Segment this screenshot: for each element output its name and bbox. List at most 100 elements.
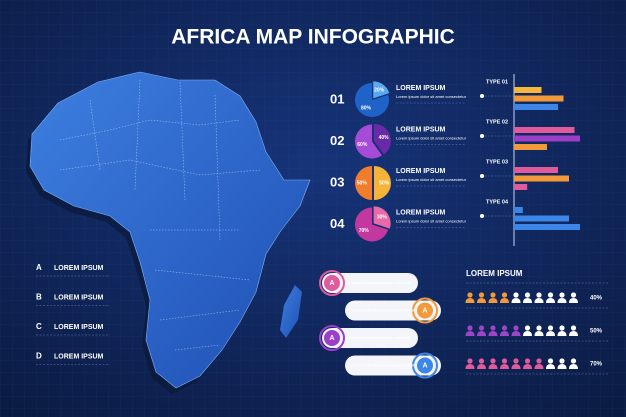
bar <box>514 215 569 222</box>
continent <box>29 71 311 389</box>
people-title: LOREM IPSUM <box>466 269 523 278</box>
bubble-ring <box>319 270 345 296</box>
item-number: 04 <box>330 216 345 231</box>
person-icon <box>534 358 544 369</box>
bubble-icon <box>417 302 433 319</box>
legend-letter: B <box>36 293 42 302</box>
bar <box>514 95 564 102</box>
pie-slice <box>374 166 391 200</box>
person-icon <box>511 292 521 303</box>
bar <box>514 127 575 133</box>
person-icon <box>569 358 578 369</box>
legend-label: LOREM IPSUM <box>54 265 104 272</box>
person-icon <box>534 292 544 303</box>
item-text: Lorem ipsum dolor sit amet consectetur <box>396 94 467 99</box>
pie-slice <box>355 166 372 200</box>
legend-letter: C <box>36 322 42 331</box>
item-number: 03 <box>330 174 344 189</box>
madagascar <box>280 285 302 338</box>
people-label: 50% <box>590 329 603 335</box>
person-icon <box>523 358 532 369</box>
legend-label: LOREM IPSUM <box>54 294 104 301</box>
person-icon <box>488 358 498 369</box>
bar <box>514 175 569 182</box>
bubble-text: Lorem ipsum dolor sit amet consectetur a… <box>346 336 410 340</box>
bar <box>514 224 580 230</box>
pie-label: 50% <box>357 180 368 186</box>
bubble-letter: A <box>422 307 427 314</box>
row-dot <box>480 134 484 138</box>
person-icon <box>465 358 475 369</box>
person-icon <box>500 358 509 369</box>
legend-letter: A <box>36 263 42 272</box>
bubble-text: Lorem ipsum dolor sit amet consectetur a… <box>350 308 414 312</box>
item-label: LOREM IPSUM <box>396 209 446 216</box>
pie-slice <box>373 123 391 155</box>
legend-letter: D <box>36 352 42 361</box>
bubble <box>345 355 441 376</box>
pie-label: 60% <box>357 142 368 148</box>
pie-label: 80% <box>361 106 372 112</box>
title: AFRICA MAP INFOGRAPHIC <box>171 26 455 49</box>
bubble-ring <box>412 352 438 379</box>
person-icon <box>488 325 498 336</box>
item-text: Lorem ipsum dolor sit amet consectetur <box>396 136 467 141</box>
bubble <box>322 328 418 348</box>
bar <box>514 104 558 110</box>
person-icon <box>523 292 532 303</box>
person-icon <box>500 292 509 303</box>
person-icon <box>569 325 578 336</box>
row-dot <box>480 94 484 98</box>
item-number: 01 <box>330 91 344 106</box>
people-label: 40% <box>590 296 603 302</box>
person-icon <box>477 325 486 336</box>
person-icon <box>465 325 475 336</box>
person-icon <box>511 325 521 336</box>
row-dot <box>480 174 484 178</box>
bubble-ring <box>319 325 345 351</box>
pie-label: 30% <box>377 215 388 221</box>
person-icon <box>523 325 532 336</box>
legend-type: TYPE 01 <box>486 79 508 85</box>
bar <box>514 167 558 173</box>
bubble-icon <box>417 357 433 374</box>
person-icon <box>465 292 475 303</box>
person-icon <box>546 292 555 303</box>
bar <box>514 144 547 150</box>
bar <box>514 207 523 213</box>
person-icon <box>557 325 567 336</box>
person-icon <box>557 358 567 369</box>
item-label: LOREM IPSUM <box>396 168 446 175</box>
people-label: 70% <box>590 362 603 368</box>
bar <box>514 184 528 190</box>
person-icon <box>569 292 578 303</box>
bubble-letter: A <box>329 335 334 342</box>
item-label: LOREM IPSUM <box>396 126 446 133</box>
bubble-text: Lorem ipsum dolor sit amet consectetur a… <box>346 281 410 285</box>
pie-label: 50% <box>379 180 390 186</box>
legend-type: TYPE 03 <box>486 159 508 165</box>
person-icon <box>546 358 555 369</box>
bar <box>514 135 580 142</box>
pie-slice <box>355 124 382 159</box>
item-number: 02 <box>330 133 344 148</box>
person-icon <box>557 292 567 303</box>
person-icon <box>488 292 498 303</box>
legend-label: LOREM IPSUM <box>54 353 104 360</box>
bubble <box>345 300 441 321</box>
pie-label: 20% <box>374 87 385 93</box>
item-label: LOREM IPSUM <box>396 85 446 92</box>
pie-label: 40% <box>379 135 390 141</box>
legend-label: LOREM IPSUM <box>54 324 104 331</box>
item-text: Lorem ipsum dolor sit amet consectetur <box>396 219 467 224</box>
pie-label: 70% <box>359 228 370 234</box>
bubble-ring <box>412 297 438 324</box>
person-icon <box>500 325 509 336</box>
person-icon <box>546 325 555 336</box>
africa-map <box>26 71 311 394</box>
borders <box>59 79 261 351</box>
pie-slice <box>355 207 389 242</box>
pie-slice <box>373 81 390 99</box>
